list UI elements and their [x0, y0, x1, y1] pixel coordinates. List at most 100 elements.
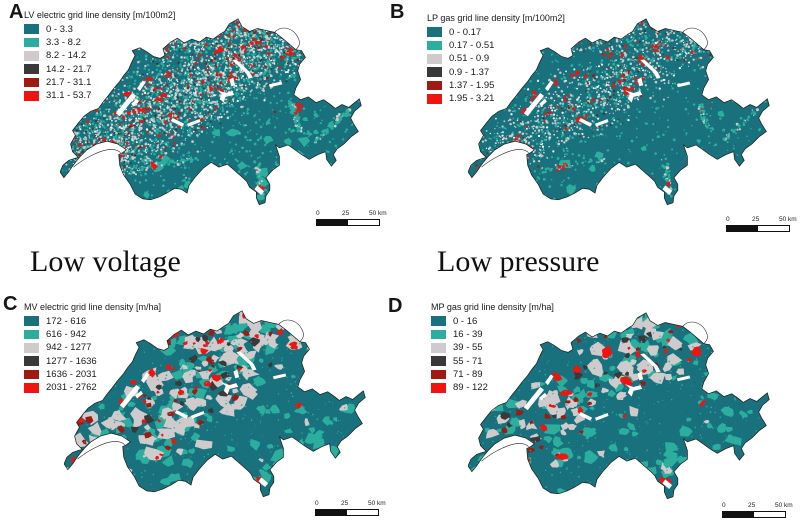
- scale-label-50km: 50 km: [369, 210, 387, 217]
- legend-swatch: [427, 27, 442, 37]
- legend-swatch: [24, 356, 39, 366]
- scale-bar: 0 25 50 km: [726, 216, 800, 232]
- legend-item: 1.37 - 1.95: [427, 80, 565, 92]
- caption-low-voltage: Low voltage: [30, 245, 181, 278]
- legend-label: 172 - 616: [46, 315, 87, 327]
- scale-bar-graphic: [315, 509, 379, 516]
- legend-label: 0.51 - 0.9: [449, 53, 490, 65]
- legend-swatch: [431, 343, 446, 353]
- panel-letter: D: [388, 295, 403, 317]
- legend-swatch: [24, 383, 39, 393]
- legend-label: 16 - 39: [453, 328, 483, 340]
- legend-swatch: [24, 329, 39, 340]
- legend-item: 1636 - 2031: [24, 369, 161, 380]
- scale-label-0: 0: [722, 502, 726, 509]
- legend-label: 1.37 - 1.95: [449, 80, 495, 92]
- legend-label: 55 - 71: [453, 355, 483, 367]
- legend-label: 0 - 3.3: [46, 23, 73, 35]
- legend-label: 71 - 89: [453, 369, 483, 381]
- scale-label-50km: 50 km: [779, 216, 797, 223]
- scale-bar: 0 25 50 km: [315, 500, 395, 516]
- legend-swatch: [24, 77, 39, 88]
- legend-title: MV electric grid line density [m/ha]: [24, 302, 162, 312]
- legend-item: 16 - 39: [431, 328, 554, 340]
- legend-label: 0 - 0.17: [449, 26, 482, 38]
- legend-label: 1277 - 1636: [46, 355, 97, 367]
- scale-label-50km: 50 km: [368, 500, 386, 507]
- legend: MP gas grid line density [m/ha] 0 - 16 1…: [431, 302, 554, 396]
- legend-swatch: [431, 383, 446, 393]
- legend-item: 616 - 942: [24, 329, 161, 340]
- legend-item: 89 - 122: [431, 382, 554, 393]
- legend-label: 39 - 55: [453, 342, 483, 354]
- panel-d: D MP gas grid line density [m/ha] 0 - 16…: [385, 292, 800, 529]
- legend: LP gas grid line density [m/100m2] 0 - 0…: [427, 13, 565, 107]
- legend-title: MP gas grid line density [m/ha]: [431, 302, 554, 312]
- legend-item: 0.9 - 1.37: [427, 67, 565, 78]
- legend: MV electric grid line density [m/ha] 172…: [24, 302, 161, 396]
- legend-item: 0.17 - 0.51: [427, 40, 565, 51]
- legend-label: 14.2 - 21.7: [46, 63, 92, 75]
- legend-swatch: [427, 40, 442, 51]
- legend-label: 3.3 - 8.2: [46, 36, 81, 48]
- legend-title: LV electric grid line density [m/100m2]: [24, 10, 176, 20]
- legend-item: 0 - 0.17: [427, 26, 565, 38]
- panel-letter: B: [390, 1, 405, 23]
- scale-label-0: 0: [315, 500, 319, 507]
- scale-label-25: 25: [341, 500, 349, 507]
- legend-item: 14.2 - 21.7: [24, 63, 175, 75]
- legend-item: 0 - 3.3: [24, 23, 175, 35]
- scale-label-0: 0: [316, 210, 320, 217]
- legend-swatch: [431, 356, 446, 366]
- legend-item: 0 - 16: [431, 315, 554, 327]
- legend-swatch: [427, 54, 442, 64]
- legend-swatch: [24, 24, 39, 34]
- legend-label: 21.7 - 31.1: [46, 77, 92, 89]
- panel-letter: C: [3, 293, 18, 315]
- legend-title: LP gas grid line density [m/100m2]: [427, 13, 565, 23]
- scale-bar-graphic: [726, 225, 790, 232]
- legend-label: 2031 - 2762: [46, 382, 97, 394]
- caption-low-pressure: Low pressure: [437, 245, 600, 278]
- legend-swatch: [24, 51, 39, 61]
- legend-swatch: [431, 329, 446, 340]
- legend-swatch: [24, 37, 39, 48]
- legend-label: 8.2 - 14.2: [46, 50, 87, 62]
- legend-item: 1277 - 1636: [24, 355, 161, 367]
- legend-swatch: [427, 67, 442, 77]
- legend: LV electric grid line density [m/100m2] …: [24, 10, 175, 104]
- switzerland-choropleth-map: [64, 308, 372, 505]
- legend-label: 942 - 1277: [46, 342, 92, 354]
- scale-label-0: 0: [726, 216, 730, 223]
- legend-swatch: [24, 64, 39, 74]
- legend-label: 1.95 - 3.21: [449, 93, 495, 105]
- scale-bar-graphic: [316, 219, 380, 226]
- scale-label-25: 25: [748, 502, 756, 509]
- legend-swatch: [431, 316, 446, 326]
- legend-swatch: [24, 343, 39, 353]
- legend-item: 31.1 - 53.7: [24, 90, 175, 101]
- legend-item: 172 - 616: [24, 315, 161, 327]
- legend-item: 2031 - 2762: [24, 382, 161, 394]
- panel-c: C MV electric grid line density [m/ha] 1…: [0, 292, 400, 529]
- legend-swatch: [24, 316, 39, 326]
- switzerland-choropleth-map: [60, 16, 368, 213]
- scale-label-25: 25: [342, 210, 350, 217]
- panel-letter: A: [9, 1, 24, 23]
- legend-item: 39 - 55: [431, 342, 554, 354]
- legend-label: 0 - 16: [453, 315, 478, 327]
- switzerland-choropleth-map: [468, 16, 776, 213]
- legend-item: 1.95 - 3.21: [427, 93, 565, 105]
- legend-item: 3.3 - 8.2: [24, 36, 175, 48]
- legend-item: 8.2 - 14.2: [24, 50, 175, 62]
- legend-item: 71 - 89: [431, 369, 554, 381]
- legend-item: 0.51 - 0.9: [427, 53, 565, 65]
- legend-swatch: [427, 80, 442, 91]
- legend-swatch: [431, 369, 446, 380]
- panel-a: A LV electric grid line density [m/100m2…: [0, 0, 400, 250]
- legend-item: 55 - 71: [431, 355, 554, 367]
- legend-swatch: [427, 94, 442, 104]
- scale-label-25: 25: [752, 216, 760, 223]
- legend-swatch: [24, 91, 39, 101]
